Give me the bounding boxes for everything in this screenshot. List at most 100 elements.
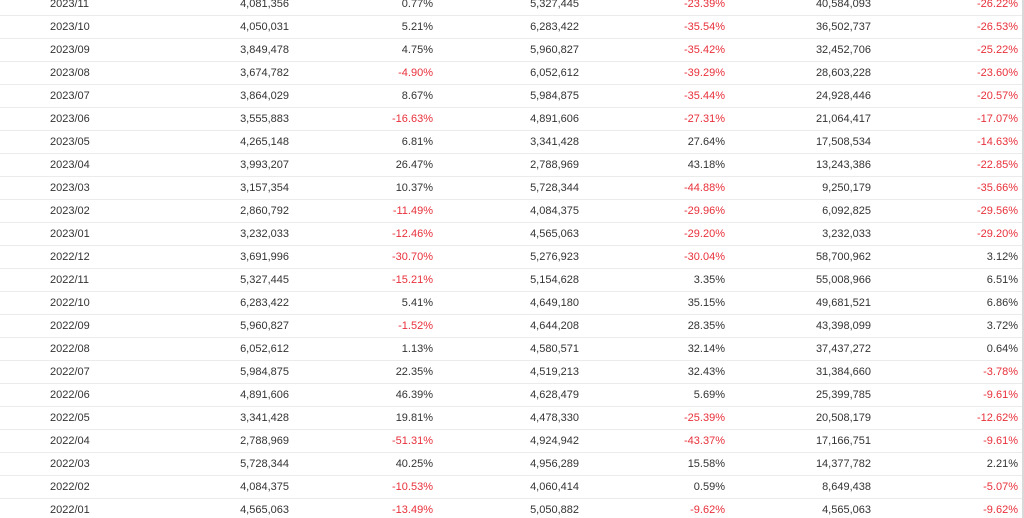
value-cell: 3,232,033 <box>145 222 289 246</box>
value-cell: 5,327,445 <box>433 0 579 16</box>
value-cell: 5,327,445 <box>145 268 289 292</box>
month-cell: 2022/10 <box>0 291 145 315</box>
percent-cell: 46.39% <box>289 383 433 407</box>
percent-cell: 3.12% <box>871 245 1018 269</box>
value-cell: 2,788,969 <box>433 153 579 177</box>
row-edge-spacer <box>1018 475 1024 499</box>
month-cell: 2022/12 <box>0 245 145 269</box>
table-row: 2023/02 2,860,792 -11.49% 4,084,375 -29.96% 6… <box>0 199 1024 223</box>
value-cell: 58,700,962 <box>725 245 871 269</box>
percent-cell: -23.39% <box>579 0 725 16</box>
row-edge-spacer <box>1018 130 1024 154</box>
value-cell: 9,250,179 <box>725 176 871 200</box>
value-cell: 3,674,782 <box>145 61 289 85</box>
percent-cell: -25.22% <box>871 38 1018 62</box>
value-cell: 4,649,180 <box>433 291 579 315</box>
value-cell: 24,928,446 <box>725 84 871 108</box>
percent-cell: -35.66% <box>871 176 1018 200</box>
percent-cell: 10.37% <box>289 176 433 200</box>
table-row: 2023/08 3,674,782 -4.90% 6,052,612 -39.29% 28… <box>0 61 1024 85</box>
value-cell: 4,565,063 <box>725 498 871 518</box>
month-cell: 2023/06 <box>0 107 145 131</box>
table-row: 2023/10 4,050,031 5.21% 6,283,422 -35.54% 36,… <box>0 15 1024 39</box>
percent-cell: -5.07% <box>871 475 1018 499</box>
table-row: 2022/10 6,283,422 5.41% 4,649,180 35.15% 49,6… <box>0 291 1024 315</box>
percent-cell: -9.62% <box>871 498 1018 518</box>
value-cell: 4,565,063 <box>145 498 289 518</box>
percent-cell: -29.96% <box>579 199 725 223</box>
percent-cell: 5.69% <box>579 383 725 407</box>
value-cell: 4,060,414 <box>433 475 579 499</box>
value-cell: 8,649,438 <box>725 475 871 499</box>
value-cell: 6,092,825 <box>725 199 871 223</box>
percent-cell: -10.53% <box>289 475 433 499</box>
table-row: 2022/02 4,084,375 -10.53% 4,060,414 0.59% 8,6… <box>0 475 1024 499</box>
percent-cell: 35.15% <box>579 291 725 315</box>
value-cell: 3,691,996 <box>145 245 289 269</box>
percent-cell: 2.21% <box>871 452 1018 476</box>
table-row: 2022/07 5,984,875 22.35% 4,519,213 32.43% 31,… <box>0 360 1024 384</box>
month-cell: 2023/11 <box>0 0 145 16</box>
value-cell: 5,960,827 <box>433 38 579 62</box>
percent-cell: -26.22% <box>871 0 1018 16</box>
table-row: 2022/04 2,788,969 -51.31% 4,924,942 -43.37% 1… <box>0 429 1024 453</box>
percent-cell: 43.18% <box>579 153 725 177</box>
value-cell: 17,508,534 <box>725 130 871 154</box>
month-cell: 2023/02 <box>0 199 145 223</box>
value-cell: 21,064,417 <box>725 107 871 131</box>
row-edge-spacer <box>1018 176 1024 200</box>
table-row: 2022/01 4,565,063 -13.49% 5,050,882 -9.62% 4,… <box>0 498 1024 518</box>
percent-cell: -35.42% <box>579 38 725 62</box>
percent-cell: -29.20% <box>579 222 725 246</box>
percent-cell: -9.61% <box>871 429 1018 453</box>
scrollbar-edge[interactable] <box>1022 0 1024 518</box>
percent-cell: -9.61% <box>871 383 1018 407</box>
month-cell: 2023/04 <box>0 153 145 177</box>
month-cell: 2022/11 <box>0 268 145 292</box>
month-cell: 2022/08 <box>0 337 145 361</box>
percent-cell: -20.57% <box>871 84 1018 108</box>
row-edge-spacer <box>1018 245 1024 269</box>
value-cell: 6,052,612 <box>145 337 289 361</box>
month-cell: 2022/09 <box>0 314 145 338</box>
value-cell: 3,341,428 <box>433 130 579 154</box>
value-cell: 4,565,063 <box>433 222 579 246</box>
value-cell: 4,050,031 <box>145 15 289 39</box>
month-cell: 2023/03 <box>0 176 145 200</box>
value-cell: 25,399,785 <box>725 383 871 407</box>
value-cell: 40,584,093 <box>725 0 871 16</box>
row-edge-spacer <box>1018 314 1024 338</box>
table-row: 2023/04 3,993,207 26.47% 2,788,969 43.18% 13,… <box>0 153 1024 177</box>
month-cell: 2023/10 <box>0 15 145 39</box>
percent-cell: -1.52% <box>289 314 433 338</box>
row-edge-spacer <box>1018 452 1024 476</box>
row-edge-spacer <box>1018 268 1024 292</box>
percent-cell: -43.37% <box>579 429 725 453</box>
month-cell: 2022/02 <box>0 475 145 499</box>
percent-cell: 3.72% <box>871 314 1018 338</box>
value-cell: 4,628,479 <box>433 383 579 407</box>
value-cell: 37,437,272 <box>725 337 871 361</box>
percent-cell: 6.86% <box>871 291 1018 315</box>
month-cell: 2023/01 <box>0 222 145 246</box>
percent-cell: -44.88% <box>579 176 725 200</box>
row-edge-spacer <box>1018 153 1024 177</box>
percent-cell: 0.64% <box>871 337 1018 361</box>
row-edge-spacer <box>1018 222 1024 246</box>
month-cell: 2022/05 <box>0 406 145 430</box>
month-cell: 2023/05 <box>0 130 145 154</box>
percent-cell: 5.41% <box>289 291 433 315</box>
table-row: 2023/09 3,849,478 4.75% 5,960,827 -35.42% 32,… <box>0 38 1024 62</box>
row-edge-spacer <box>1018 337 1024 361</box>
percent-cell: -15.21% <box>289 268 433 292</box>
value-cell: 4,265,148 <box>145 130 289 154</box>
row-edge-spacer <box>1018 0 1024 16</box>
percent-cell: -12.46% <box>289 222 433 246</box>
percent-cell: 19.81% <box>289 406 433 430</box>
value-cell: 43,398,099 <box>725 314 871 338</box>
percent-cell: -17.07% <box>871 107 1018 131</box>
value-cell: 3,849,478 <box>145 38 289 62</box>
value-cell: 4,580,571 <box>433 337 579 361</box>
